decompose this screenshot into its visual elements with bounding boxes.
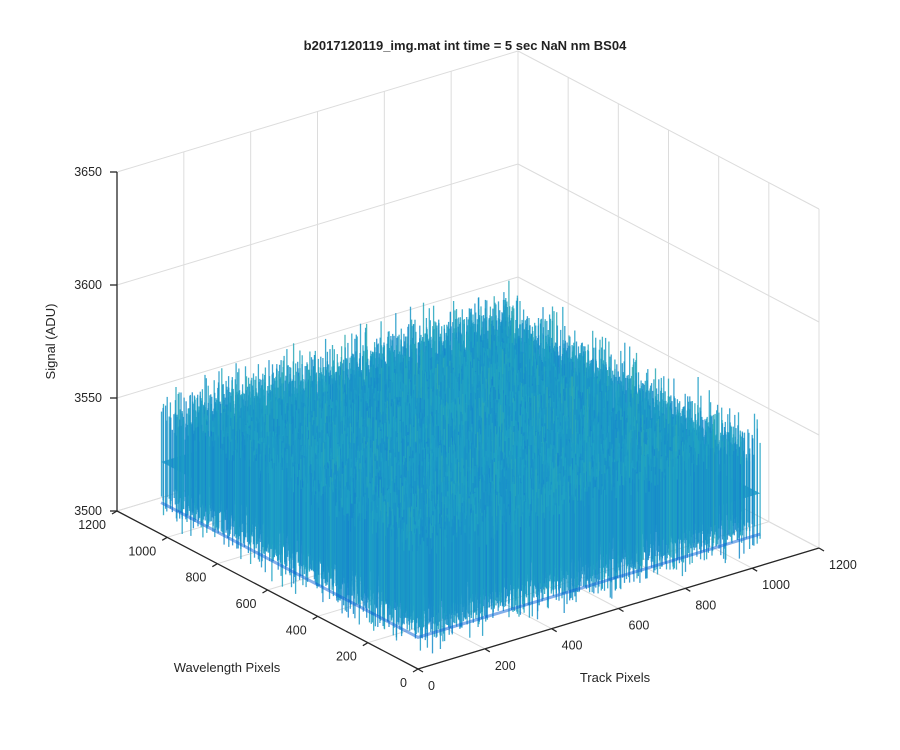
chart-title: b2017120119_img.mat int time = 5 sec NaN…	[304, 38, 627, 53]
surface-plot	[160, 280, 761, 654]
